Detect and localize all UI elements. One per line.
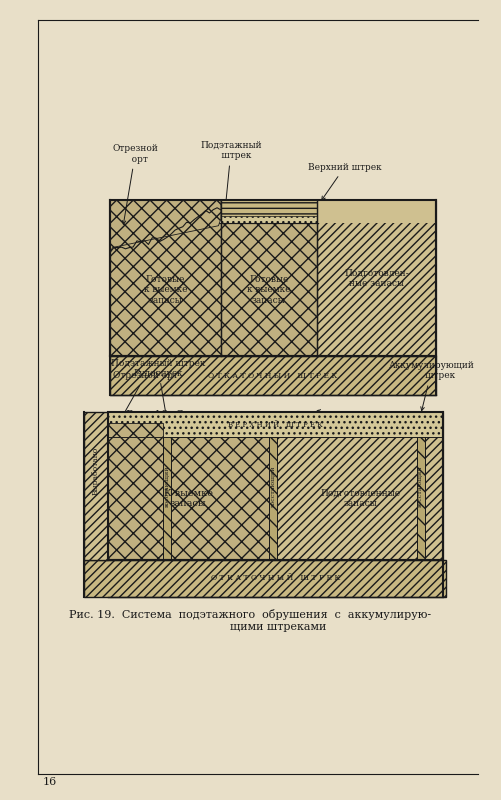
Bar [317, 200, 435, 223]
Text: Рис. 19.  Система  подэтажного  обрушения  с  аккумулирую-
                щими : Рис. 19. Система подэтажного обрушения с… [70, 609, 431, 632]
Text: Подэтажный
    штрек: Подэтажный штрек [200, 141, 262, 208]
Bar [108, 423, 163, 437]
Bar [221, 200, 317, 223]
Bar [221, 200, 317, 216]
Bar [108, 412, 443, 560]
Bar [84, 560, 446, 597]
Bar [110, 223, 221, 356]
Text: К выемке
запасы: К выемке запасы [164, 489, 213, 508]
Bar [110, 356, 436, 395]
Text: Верхний штрек: Верхний штрек [308, 162, 381, 200]
Bar [221, 223, 317, 356]
Text: Отрезной
   орт: Отрезной орт [112, 144, 158, 224]
Text: Рис. 18. Система подэтажного обрушения: Рис. 18. Система подэтажного обрушения [126, 410, 375, 420]
Bar [108, 412, 443, 560]
Bar [269, 412, 277, 560]
Text: Подготовлен-
ные запасы: Подготовлен- ные запасы [344, 268, 409, 288]
Bar [108, 437, 163, 560]
Text: Готовые
к выемке
запасы: Готовые к выемке запасы [144, 274, 187, 305]
Text: Готовые
к выемке
запасы: Готовые к выемке запасы [247, 274, 291, 305]
Text: восстающий: восстающий [271, 466, 276, 506]
Text: Аккумулирующий
      штрек: Аккумулирующий штрек [389, 361, 474, 410]
Bar [277, 412, 416, 560]
Bar [317, 200, 436, 356]
Text: Подэтажный штрек
Рудоспуск: Подэтажный штрек Рудоспуск [111, 358, 205, 418]
Bar [84, 412, 108, 560]
Text: Выработано: Выработано [92, 447, 100, 495]
Bar [425, 412, 443, 560]
Bar [416, 412, 425, 560]
Bar [110, 200, 436, 356]
Bar [163, 412, 171, 560]
Text: восстающий: восстающий [165, 466, 170, 506]
Text: Отрезной орт: Отрезной орт [113, 371, 178, 422]
Text: О Т К А Т О Ч Н Ы Й   Ш Т Р Е К: О Т К А Т О Ч Н Ы Й Ш Т Р Е К [211, 574, 340, 582]
Text: В Е Р Х Н И Й   Ш Т Р Е К: В Е Р Х Н И Й Ш Т Р Е К [228, 421, 323, 429]
Bar [171, 437, 269, 560]
Text: О Т К А Т О Ч Н Ы Й   Ш Т Р Е К: О Т К А Т О Ч Н Ы Й Ш Т Р Е К [208, 371, 338, 379]
Text: 16: 16 [43, 778, 57, 787]
Bar [108, 412, 443, 437]
Text: Подготовленные
запасы: Подготовленные запасы [320, 489, 400, 508]
Polygon shape [110, 200, 221, 251]
Text: восстающий: восстающий [418, 466, 423, 506]
